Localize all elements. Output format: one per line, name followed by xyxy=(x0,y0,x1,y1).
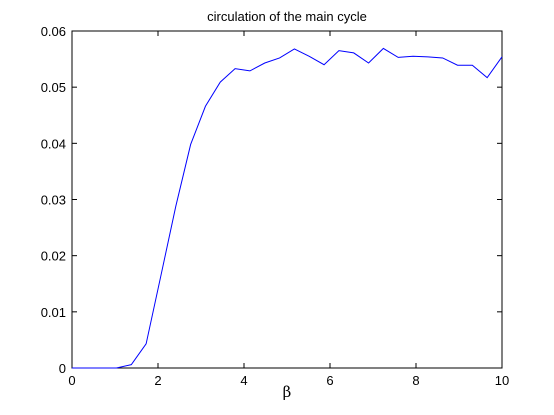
y-tick-label: 0.05 xyxy=(41,80,66,95)
y-tick-label: 0.04 xyxy=(41,136,66,151)
plot-area xyxy=(71,30,503,369)
y-tick-label: 0 xyxy=(59,361,66,376)
x-tick-label: 8 xyxy=(412,373,419,388)
series-line xyxy=(72,47,503,369)
x-tick-label: 0 xyxy=(68,373,75,388)
y-tick-label: 0.01 xyxy=(41,305,66,320)
x-tick-label: 4 xyxy=(240,373,247,388)
chart-title: circulation of the main cycle xyxy=(207,9,367,24)
y-tick-label: 0.02 xyxy=(41,249,66,264)
tick-labels: 0 2 4 6 8 10 0 0.01 0.02 0.03 0.04 0.05 0.06 xyxy=(41,24,510,388)
x-tick-label: 10 xyxy=(495,373,509,388)
x-axis-label: β xyxy=(283,383,292,401)
y-tick-label: 0.03 xyxy=(41,193,66,208)
x-tick-label: 2 xyxy=(154,373,161,388)
x-tick-label: 6 xyxy=(326,373,333,388)
y-tick-label: 0.06 xyxy=(41,24,66,39)
